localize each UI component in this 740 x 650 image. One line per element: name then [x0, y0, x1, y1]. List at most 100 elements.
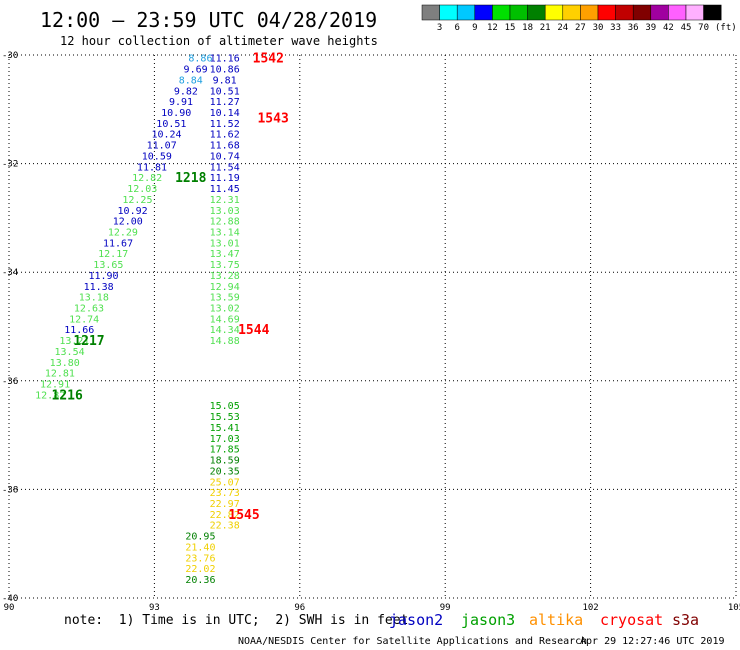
legend-tick-label: 33 — [610, 23, 621, 33]
legend-tick-label: 30 — [593, 23, 604, 33]
legend-tick-label: 27 — [575, 23, 586, 33]
wave-height-value: 11.62 — [210, 130, 240, 141]
wave-height-value: 14.69 — [210, 314, 240, 325]
map-frame — [9, 55, 736, 598]
satellite-name: cryosat — [600, 611, 663, 629]
satellite-name: altika — [529, 611, 583, 629]
wave-height-value: 9.81 — [213, 75, 237, 86]
wave-height-value: 12.82 — [35, 390, 65, 401]
wave-height-value: 20.36 — [185, 575, 215, 586]
wave-height-value: 10.24 — [151, 130, 181, 141]
wave-height-value: 12.91 — [40, 380, 70, 391]
wave-height-value: 8.86 — [188, 54, 212, 65]
page-subtitle: 12 hour collection of altimeter wave hei… — [60, 34, 378, 48]
wave-height-value: 13.03 — [210, 206, 240, 217]
color-scale-legend: 3 6 9 12 15 18 21 24 27 30 33 36 39 42 45 70 — [421, 4, 722, 33]
wave-height-value: 13.02 — [210, 303, 240, 314]
pass-time-label: 1543 — [257, 111, 288, 126]
wave-height-value: 22.97 — [210, 499, 240, 510]
wave-height-value: 10.90 — [161, 108, 191, 119]
legend-tick-label: 18 — [522, 23, 533, 33]
legend-tick-label: 24 — [557, 23, 568, 33]
legend-tick-label: 70 — [698, 23, 709, 33]
wave-height-value: 11.90 — [88, 271, 118, 282]
wave-height-value: 12.63 — [74, 303, 104, 314]
legend-swatch — [421, 4, 440, 21]
wave-height-value: 11.52 — [210, 119, 240, 130]
wave-height-value: 12.29 — [108, 227, 138, 238]
map-plot-area: 90939699102105-30-32-34-36-38-40 8.8611.… — [2, 51, 740, 613]
footer-credit: NOAA/NESDIS Center for Satellite Applica… — [238, 636, 587, 647]
legend-swatch — [615, 4, 634, 21]
legend-tick-label: 12 — [487, 23, 498, 33]
wave-height-value: 9.82 — [174, 86, 198, 97]
legend-tick-label: 21 — [540, 23, 551, 33]
legend-swatch — [562, 4, 581, 21]
wave-height-value: 12.25 — [122, 195, 152, 206]
legend-tick-label: 36 — [628, 23, 639, 33]
wave-height-value: 22.38 — [210, 521, 240, 532]
footer-timestamp: Apr 29 12:27:46 UTC 2019 — [580, 636, 725, 647]
satellite-pass-labels: 1542 1543 1218 1217 1544 1216 1545 — [52, 52, 289, 523]
longitude-tick-label: 102 — [582, 603, 598, 613]
legend-swatch — [456, 4, 476, 21]
wave-height-value: 11.67 — [103, 238, 133, 249]
footer-note: note: 1) Time is in UTC; 2) SWH is in fe… — [64, 613, 408, 628]
pass-time-label: 1545 — [228, 508, 259, 523]
wave-height-value: 17.03 — [210, 434, 240, 445]
longitude-tick-label: 90 — [4, 603, 15, 613]
legend-swatch — [632, 4, 652, 21]
wave-height-value: 10.14 — [210, 108, 240, 119]
wave-height-value: 8.84 — [179, 75, 203, 86]
wave-height-value: 18.59 — [210, 456, 240, 467]
wave-height-value: 13.65 — [93, 260, 123, 271]
legend-swatch — [544, 4, 564, 21]
wave-height-value: 21.40 — [185, 542, 215, 553]
legend-swatch — [527, 4, 546, 21]
wave-height-value: 12.74 — [69, 314, 99, 325]
satellite-name: jason2 — [389, 611, 443, 629]
legend-tick-label: 6 — [454, 23, 459, 33]
satellite-name: jason3 — [461, 611, 515, 629]
wave-height-value: 13.80 — [50, 358, 80, 369]
wave-height-value: 12.31 — [210, 195, 240, 206]
wave-height-value: 11.19 — [210, 173, 240, 184]
map-grid — [8, 54, 737, 599]
pass-time-label: 1217 — [73, 334, 104, 349]
satellite-legend: jason2 jason3 altika cryosat s3a — [389, 611, 699, 629]
wave-height-value: 13.28 — [210, 271, 240, 282]
legend-tick-label: 9 — [472, 23, 477, 33]
wave-height-value: 13.75 — [210, 260, 240, 271]
wave-height-value: 11.27 — [210, 97, 240, 108]
wave-height-value: 12.17 — [98, 249, 128, 260]
longitude-tick-label: 93 — [149, 603, 160, 613]
wave-height-value: 10.51 — [156, 119, 186, 130]
legend-swatch — [597, 4, 616, 21]
legend-swatch — [439, 4, 458, 21]
wave-height-value: 9.91 — [169, 97, 193, 108]
legend-swatch — [685, 4, 704, 21]
wave-height-value: 15.53 — [210, 412, 240, 423]
longitude-tick-label: 96 — [294, 603, 305, 613]
wave-height-value: 20.95 — [185, 532, 215, 543]
wave-height-value: 11.68 — [210, 141, 240, 152]
legend-tick-label: 42 — [663, 23, 674, 33]
wave-height-value: 13.14 — [210, 227, 240, 238]
legend-swatch — [509, 4, 528, 21]
legend-unit-label: (ft) — [715, 23, 737, 33]
legend-tick-label: 39 — [645, 23, 656, 33]
legend-tick-label: 3 — [437, 23, 442, 33]
wave-height-value: 12.82 — [132, 173, 162, 184]
wave-height-value: 10.51 — [210, 86, 240, 97]
legend-swatch — [703, 4, 722, 21]
legend-swatch — [492, 4, 511, 21]
wave-height-value: 11.54 — [210, 162, 240, 173]
wave-height-value: 11.45 — [210, 184, 240, 195]
wave-height-value: 12.88 — [210, 217, 240, 228]
latitude-tick-label: -32 — [2, 160, 18, 170]
map-tick-labels: 90 93 96 99 102 105 -30 -32 -34 -36 -38 -40 — [2, 51, 740, 613]
wave-height-value: 9.69 — [184, 65, 208, 76]
latitude-tick-label: -38 — [2, 485, 18, 495]
latitude-tick-label: -30 — [2, 51, 18, 61]
wave-height-value: 13.54 — [55, 347, 85, 358]
